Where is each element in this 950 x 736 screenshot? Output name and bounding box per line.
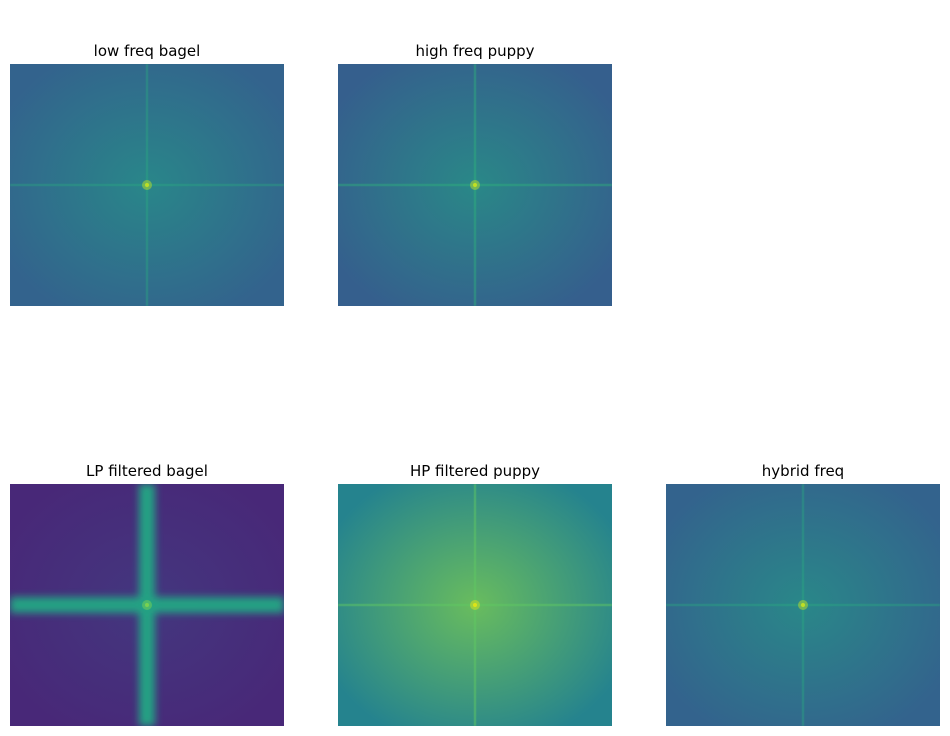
- heatmap-image: [338, 64, 612, 306]
- heatmap-image: [10, 484, 284, 726]
- panel-title: hybrid freq: [761, 462, 845, 480]
- heatmap-image: [338, 484, 612, 726]
- panel-title: high freq puppy: [415, 42, 535, 60]
- heatmap-image: [666, 484, 940, 726]
- heatmap-svg: [10, 484, 284, 726]
- heatmap-svg: [338, 64, 612, 306]
- panel-title: LP filtered bagel: [86, 462, 208, 480]
- center-peak: [145, 603, 149, 607]
- panel-title: low freq bagel: [93, 42, 201, 60]
- panel-title: HP filtered puppy: [409, 462, 541, 480]
- heatmap-svg: [666, 484, 940, 726]
- center-peak: [801, 603, 805, 607]
- heatmap-svg: [10, 64, 284, 306]
- center-peak: [473, 603, 477, 607]
- center-peak: [145, 183, 149, 187]
- center-peak: [473, 183, 477, 187]
- heatmap-image: [10, 64, 284, 306]
- heatmap-svg: [338, 484, 612, 726]
